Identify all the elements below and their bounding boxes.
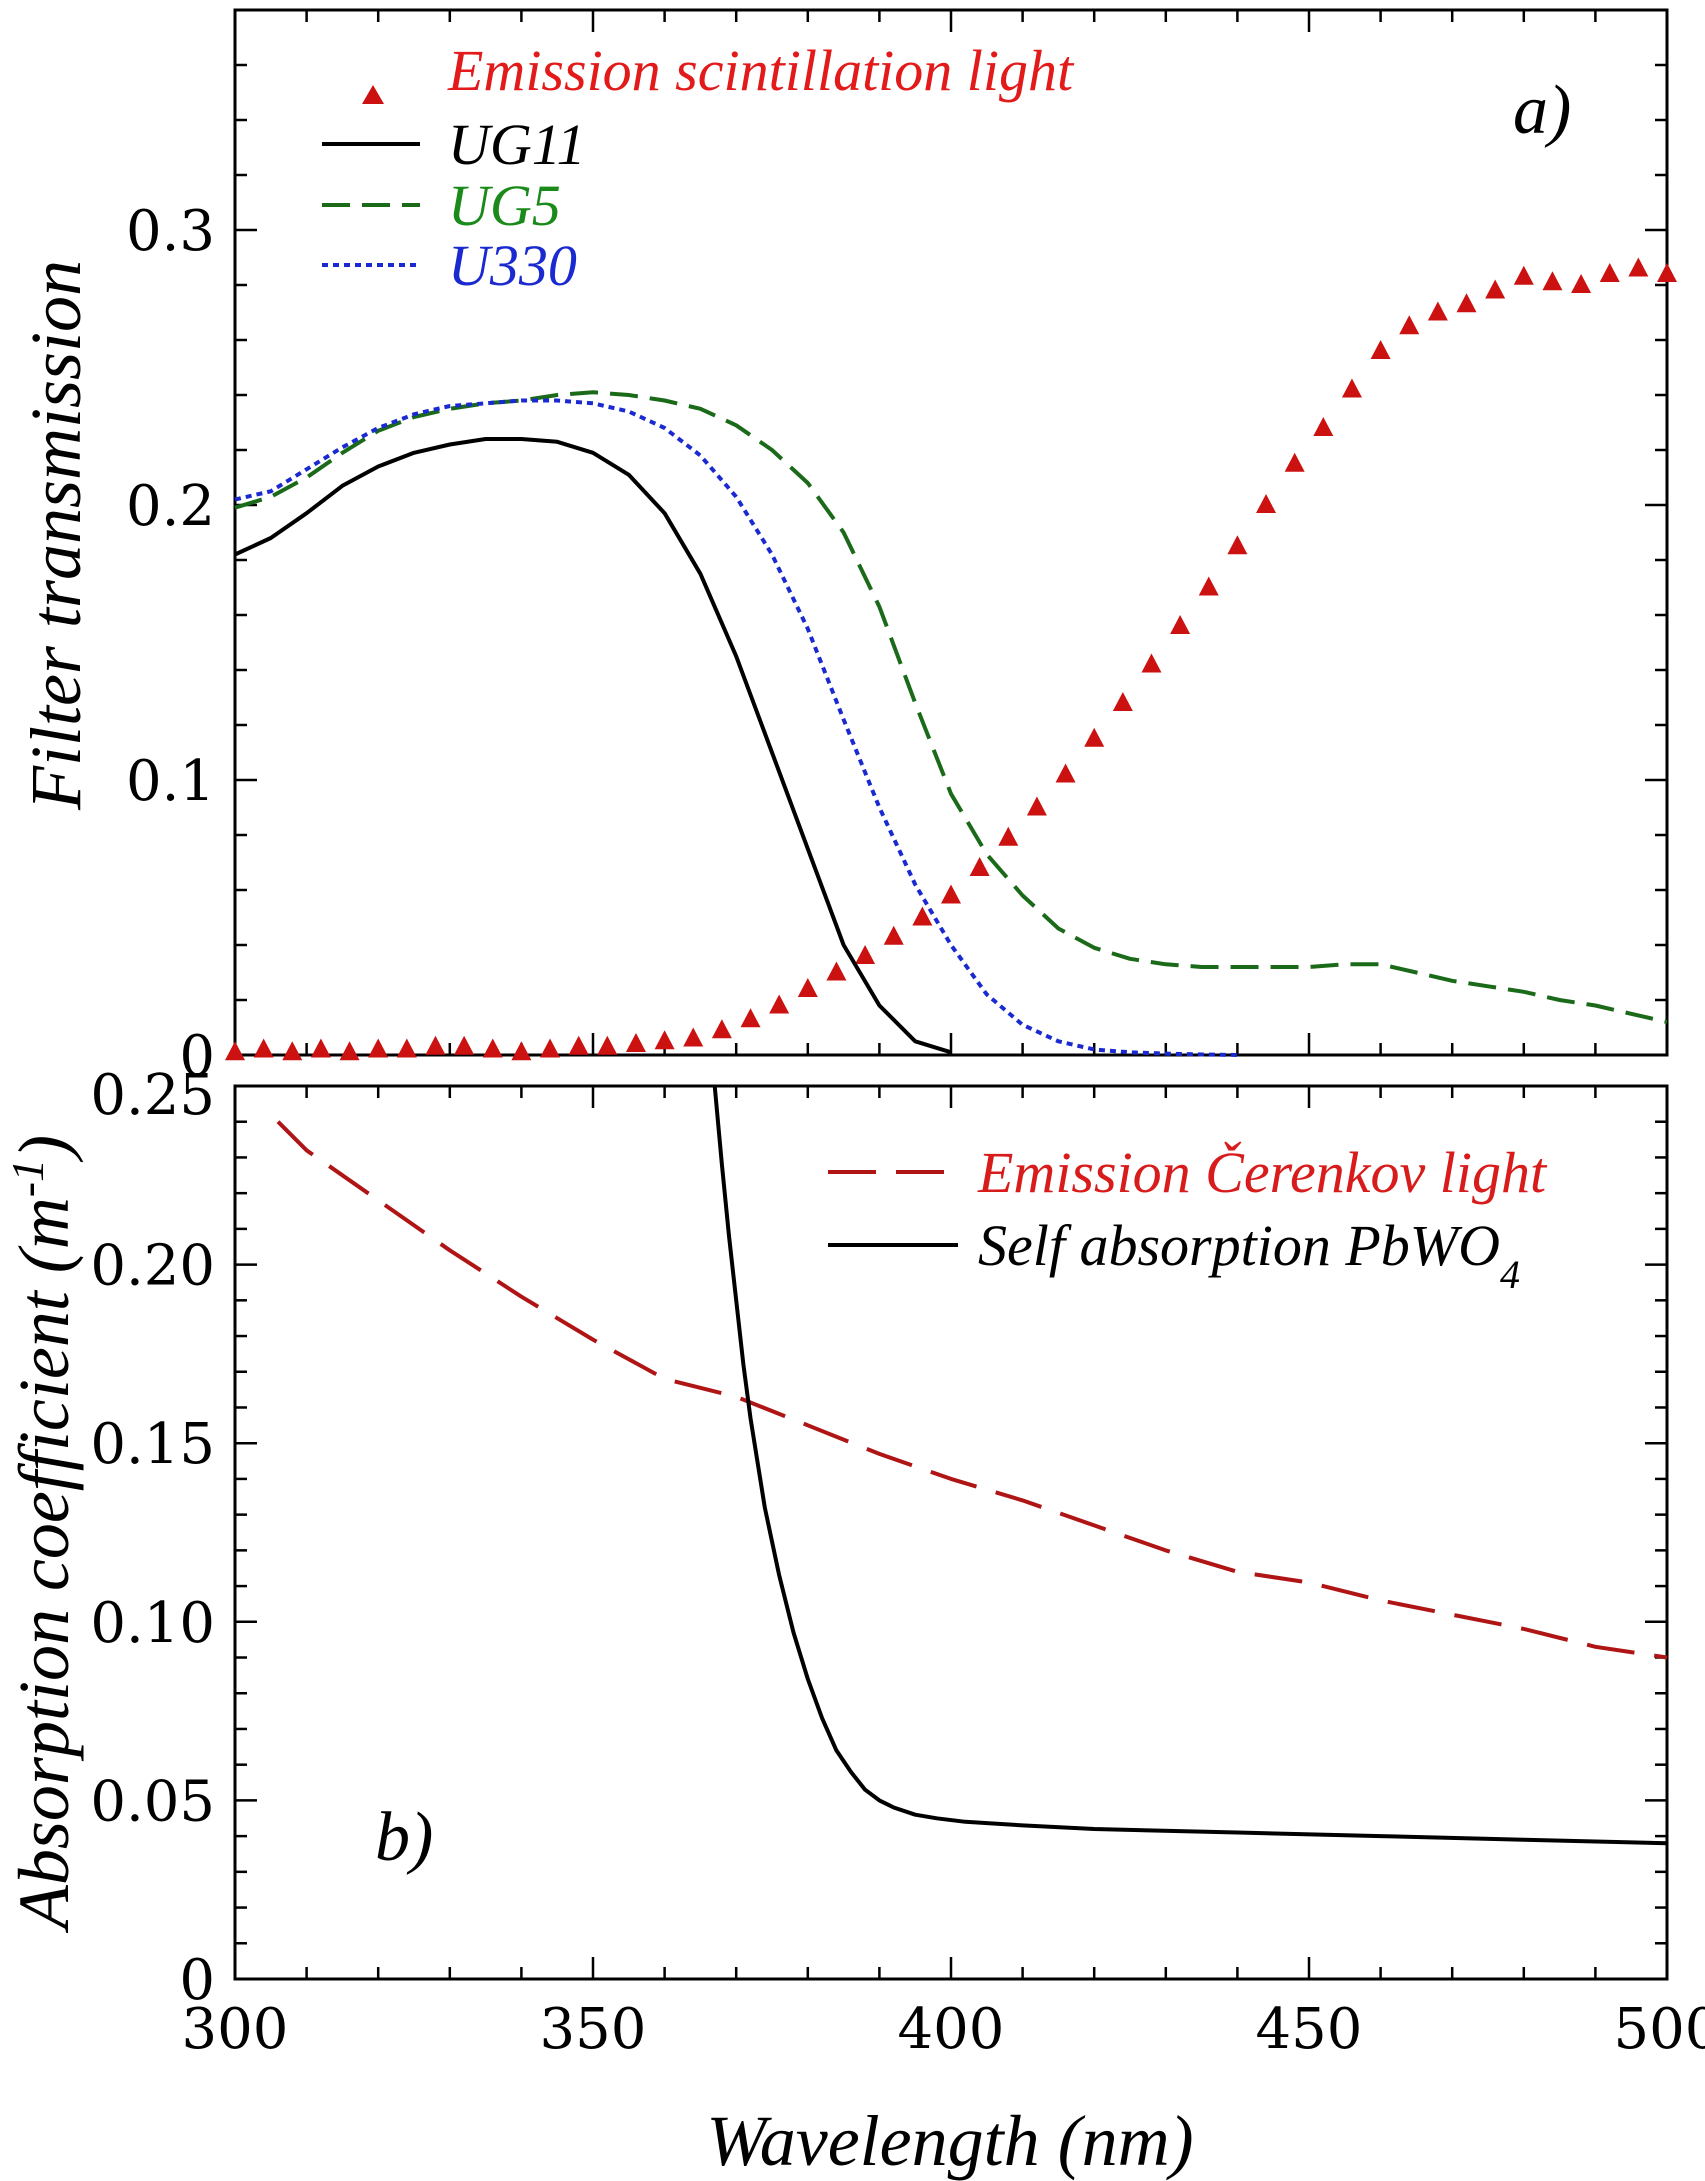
ytick-label: 0.20 <box>90 1234 215 1299</box>
panel-a-legend: Emission scintillation light UG11 UG5 U3… <box>322 38 1075 298</box>
panel-a-ylabel: Filter transmission <box>16 260 96 811</box>
scatter-point-emission-scintillation-light <box>797 978 818 997</box>
scatter-point-emission-scintillation-light <box>225 1041 245 1061</box>
legend-label-u330: U330 <box>448 233 577 298</box>
scatter-point-emission-scintillation-light <box>1198 576 1219 596</box>
panel-b-series <box>276 1085 1668 1846</box>
scatter-point-emission-scintillation-light <box>368 1038 389 1058</box>
panel-a-ytick-labels: 0 0.1 0.2 0.3 <box>126 199 215 1089</box>
legend-label-self-absorption-sub: 4 <box>1500 1252 1520 1297</box>
scatter-point-emission-scintillation-light <box>1485 279 1506 299</box>
ytick-label: 0.05 <box>90 1769 215 1834</box>
ytick-label: 0.25 <box>90 1063 215 1128</box>
ytick-label: 0.10 <box>90 1591 215 1656</box>
scatter-point-emission-scintillation-light <box>1456 293 1477 313</box>
ytick-label: 0 <box>179 1948 215 2013</box>
scatter-point-emission-scintillation-light <box>1170 615 1191 634</box>
scatter-point-emission-scintillation-light <box>339 1041 360 1061</box>
scatter-point-emission-scintillation-light <box>711 1019 732 1039</box>
scatter-point-emission-scintillation-light <box>1026 796 1047 816</box>
scatter-point-emission-scintillation-light <box>1227 535 1248 555</box>
scatter-point-emission-scintillation-light <box>454 1035 475 1055</box>
scatter-point-emission-scintillation-light <box>482 1038 503 1058</box>
scatter-point-emission-scintillation-light <box>1542 271 1563 291</box>
scatter-point-emission-scintillation-light <box>282 1041 303 1061</box>
panel-b-label: b) <box>375 1799 433 1876</box>
scatter-point-emission-scintillation-light <box>912 906 933 926</box>
ytick-label: 0.2 <box>126 474 215 539</box>
scatter-point-emission-scintillation-light <box>855 945 876 964</box>
ytick-label: 0.15 <box>90 1412 215 1477</box>
legend-label-emission-scintillation: Emission scintillation light <box>447 38 1075 103</box>
scatter-point-emission-scintillation-light <box>683 1027 704 1047</box>
legend-label-self-absorption-main: Self absorption PbWO <box>978 1213 1500 1278</box>
scatter-point-emission-scintillation-light <box>883 925 904 945</box>
scatter-point-emission-scintillation-light <box>1141 653 1162 673</box>
panel-b-ylabel-end: ) <box>4 1135 84 1163</box>
scatter-point-emission-scintillation-light <box>1055 763 1076 783</box>
series-line-self-absorption-pbwo <box>712 1085 1668 1846</box>
scatter-point-emission-scintillation-light <box>597 1035 618 1055</box>
scatter-point-emission-scintillation-light <box>425 1035 446 1055</box>
legend-label-cerenkov: Emission Čerenkov light <box>977 1140 1548 1205</box>
panel-a-filter-transmission: 0 0.1 0.2 0.3 Filter transmission a) Emissi… <box>16 8 1677 1089</box>
ytick-label: 0.1 <box>126 749 215 814</box>
scatter-point-emission-scintillation-light <box>969 857 990 876</box>
scatter-point-emission-scintillation-light <box>568 1035 589 1055</box>
legend-label-self-absorption: Self absorption PbWO4 <box>978 1213 1520 1297</box>
series-line-ug5 <box>234 390 1668 1024</box>
scatter-point-emission-scintillation-light <box>396 1038 417 1058</box>
legend-label-ug5: UG5 <box>448 173 561 238</box>
scatter-point-emission-scintillation-light <box>998 826 1019 846</box>
xtick-label: 350 <box>540 1997 647 2062</box>
scatter-point-emission-scintillation-light <box>1657 263 1677 282</box>
panel-b-xlabel: Wavelength (nm) <box>706 2101 1193 2181</box>
scatter-point-emission-scintillation-light <box>1284 452 1305 472</box>
panel-b-ylabel: Absorption coefficient (m-1) <box>2 1135 85 1933</box>
scatter-point-emission-scintillation-light <box>1513 265 1534 285</box>
scatter-point-emission-scintillation-light <box>1571 274 1592 293</box>
panel-b-legend: Emission Čerenkov light Self absorption … <box>828 1140 1548 1297</box>
panel-a-series <box>225 257 1677 1061</box>
panel-b-ylabel-main: Absorption coefficient (m <box>4 1197 84 1933</box>
panel-b-ylabel-sup: -1 <box>2 1159 53 1197</box>
xtick-label: 300 <box>182 1997 289 2062</box>
scatter-point-emission-scintillation-light <box>826 961 847 981</box>
xtick-label: 450 <box>1256 1997 1363 2062</box>
scatter-point-emission-scintillation-light <box>625 1033 646 1052</box>
scatter-point-emission-scintillation-light <box>1341 378 1362 398</box>
scatter-point-emission-scintillation-light <box>1313 417 1334 436</box>
series-line-u330 <box>234 398 1238 1057</box>
scatter-point-emission-scintillation-light <box>740 1008 761 1028</box>
scatter-point-emission-scintillation-light <box>1427 301 1448 321</box>
scatter-point-emission-scintillation-light <box>941 884 961 904</box>
legend-scatter-marker-triangle <box>362 85 384 104</box>
scatter-point-emission-scintillation-light <box>1599 263 1620 282</box>
panel-b-ytick-labels: 0 0.05 0.10 0.15 0.20 0.25 <box>90 1063 215 2013</box>
series-line-ug11 <box>234 437 952 1055</box>
panel-b-xtick-labels: 300 350 400 450 500 <box>182 1997 1705 2062</box>
scatter-point-emission-scintillation-light <box>1370 340 1391 359</box>
panel-b-ticks <box>233 1084 1669 1981</box>
scatter-point-emission-scintillation-light <box>1256 494 1277 513</box>
ytick-label: 0 <box>179 1024 215 1089</box>
scatter-point-emission-scintillation-light <box>1399 315 1420 335</box>
scatter-point-emission-scintillation-light <box>1084 727 1105 747</box>
scatter-point-emission-scintillation-light <box>769 994 790 1014</box>
scatter-point-emission-scintillation-light <box>654 1030 675 1050</box>
scatter-point-emission-scintillation-light <box>253 1038 274 1058</box>
legend-label-ug11: UG11 <box>448 112 585 177</box>
scatter-point-emission-scintillation-light <box>1112 692 1133 711</box>
panel-a-label: a) <box>1513 72 1571 149</box>
scatter-point-emission-scintillation-light <box>1628 257 1649 277</box>
ytick-label: 0.3 <box>126 199 215 264</box>
scatter-point-emission-scintillation-light <box>540 1038 561 1058</box>
panel-b-absorption-coefficient: 0 0.05 0.10 0.15 0.20 0.25 300 350 400 450 500 Ab… <box>2 1063 1705 2181</box>
xtick-label: 500 <box>1614 1997 1705 2062</box>
xtick-label: 400 <box>898 1997 1005 2062</box>
scatter-point-emission-scintillation-light <box>310 1038 331 1058</box>
scatter-point-emission-scintillation-light <box>511 1041 532 1061</box>
series-line-emission-erenkov-light <box>276 1120 1668 1660</box>
